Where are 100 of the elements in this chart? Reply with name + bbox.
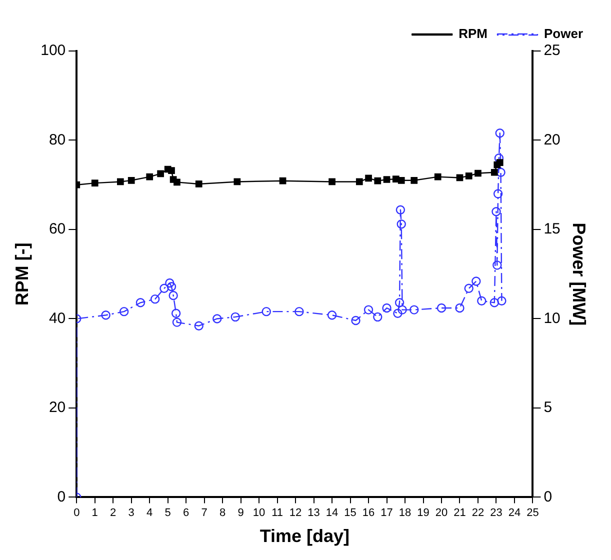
point [410, 176, 418, 184]
point [364, 305, 374, 314]
y-tick-label: 20 [48, 399, 66, 416]
point [496, 159, 504, 166]
point [91, 180, 98, 187]
point [456, 174, 464, 182]
y2-tick-label: 10 [544, 310, 560, 327]
point [279, 177, 286, 184]
point [495, 128, 504, 138]
legend-label: RPM [458, 26, 488, 42]
point [171, 308, 181, 318]
point [146, 173, 154, 180]
point [434, 173, 442, 180]
y2-tick-label: 20 [544, 131, 560, 148]
point [398, 176, 405, 184]
point [119, 306, 129, 316]
point [494, 153, 504, 163]
point [392, 176, 400, 182]
y-tick-label: 80 [48, 131, 66, 148]
point [101, 310, 110, 320]
point [490, 298, 500, 308]
point [497, 296, 506, 306]
x-tick-label: 24 [508, 506, 521, 519]
y2-tick-label: 5 [544, 399, 552, 416]
x-tick-label: 10 [252, 506, 266, 519]
x-tick-label: 19 [417, 506, 430, 519]
point [465, 172, 472, 180]
point [351, 316, 360, 326]
x-tick-label: 8 [220, 506, 226, 519]
x-tick-label: 14 [326, 506, 338, 519]
x-tick-label: 23 [490, 506, 502, 519]
point [374, 177, 382, 184]
point [136, 298, 146, 308]
point [230, 312, 240, 322]
y2-axis-title: Power [MW] [569, 222, 590, 326]
point [174, 178, 180, 186]
point [194, 321, 204, 330]
point [212, 314, 222, 324]
point [327, 310, 337, 320]
y2-tick-label: 15 [544, 220, 560, 238]
y-tick-label: 100 [40, 42, 66, 60]
x-tick-label: 11 [272, 506, 284, 519]
point [490, 168, 498, 176]
point [410, 305, 419, 314]
point [474, 170, 482, 177]
point [455, 303, 464, 313]
point [128, 176, 135, 184]
point [477, 296, 486, 306]
point [157, 170, 164, 178]
y2-tick-label: 25 [544, 42, 560, 60]
x-tick-label: 22 [472, 506, 484, 519]
point [365, 174, 372, 182]
point [150, 294, 160, 304]
legend-label: Power [544, 26, 584, 42]
point [436, 303, 446, 313]
y-tick-label: 60 [48, 220, 66, 238]
x-tick-label: 0 [74, 506, 80, 519]
y2-tick-label: 0 [544, 488, 552, 506]
point [492, 207, 501, 216]
x-tick-label: 21 [454, 506, 466, 519]
x-tick-label: 9 [238, 506, 244, 519]
x-tick-label: 17 [380, 506, 393, 519]
x-tick-label: 20 [435, 506, 448, 519]
y-tick-label: 40 [48, 310, 66, 327]
x-tick-label: 15 [344, 506, 356, 519]
point [262, 306, 271, 316]
point [393, 308, 402, 318]
x-tick-label: 1 [92, 506, 98, 519]
y-tick-label: 0 [57, 488, 66, 506]
point [398, 305, 407, 314]
point [160, 284, 169, 293]
x-tick-label: 25 [526, 506, 539, 519]
x-tick-label: 18 [398, 506, 412, 519]
point [396, 205, 406, 214]
point [373, 312, 382, 322]
x-tick-label: 16 [362, 506, 375, 519]
point [383, 176, 390, 183]
point [165, 278, 174, 288]
x-axis-title: Time [day] [260, 526, 350, 546]
point [492, 260, 502, 270]
point [166, 282, 176, 292]
point [382, 303, 392, 313]
y-axis-title: RPM [-] [12, 242, 32, 306]
point [464, 284, 474, 293]
point [234, 178, 241, 186]
point [116, 178, 124, 186]
x-tick-label: 7 [201, 506, 208, 519]
x-tick-label: 4 [146, 506, 153, 519]
point [195, 180, 202, 188]
point [172, 318, 182, 327]
x-tick-label: 13 [308, 506, 320, 519]
point [328, 178, 336, 186]
point [294, 306, 304, 316]
x-tick-label: 2 [110, 506, 116, 519]
x-tick-label: 3 [128, 506, 134, 519]
point [493, 189, 503, 198]
x-tick-label: 5 [164, 506, 171, 519]
point [168, 290, 178, 300]
point [356, 178, 363, 186]
point [396, 220, 406, 229]
